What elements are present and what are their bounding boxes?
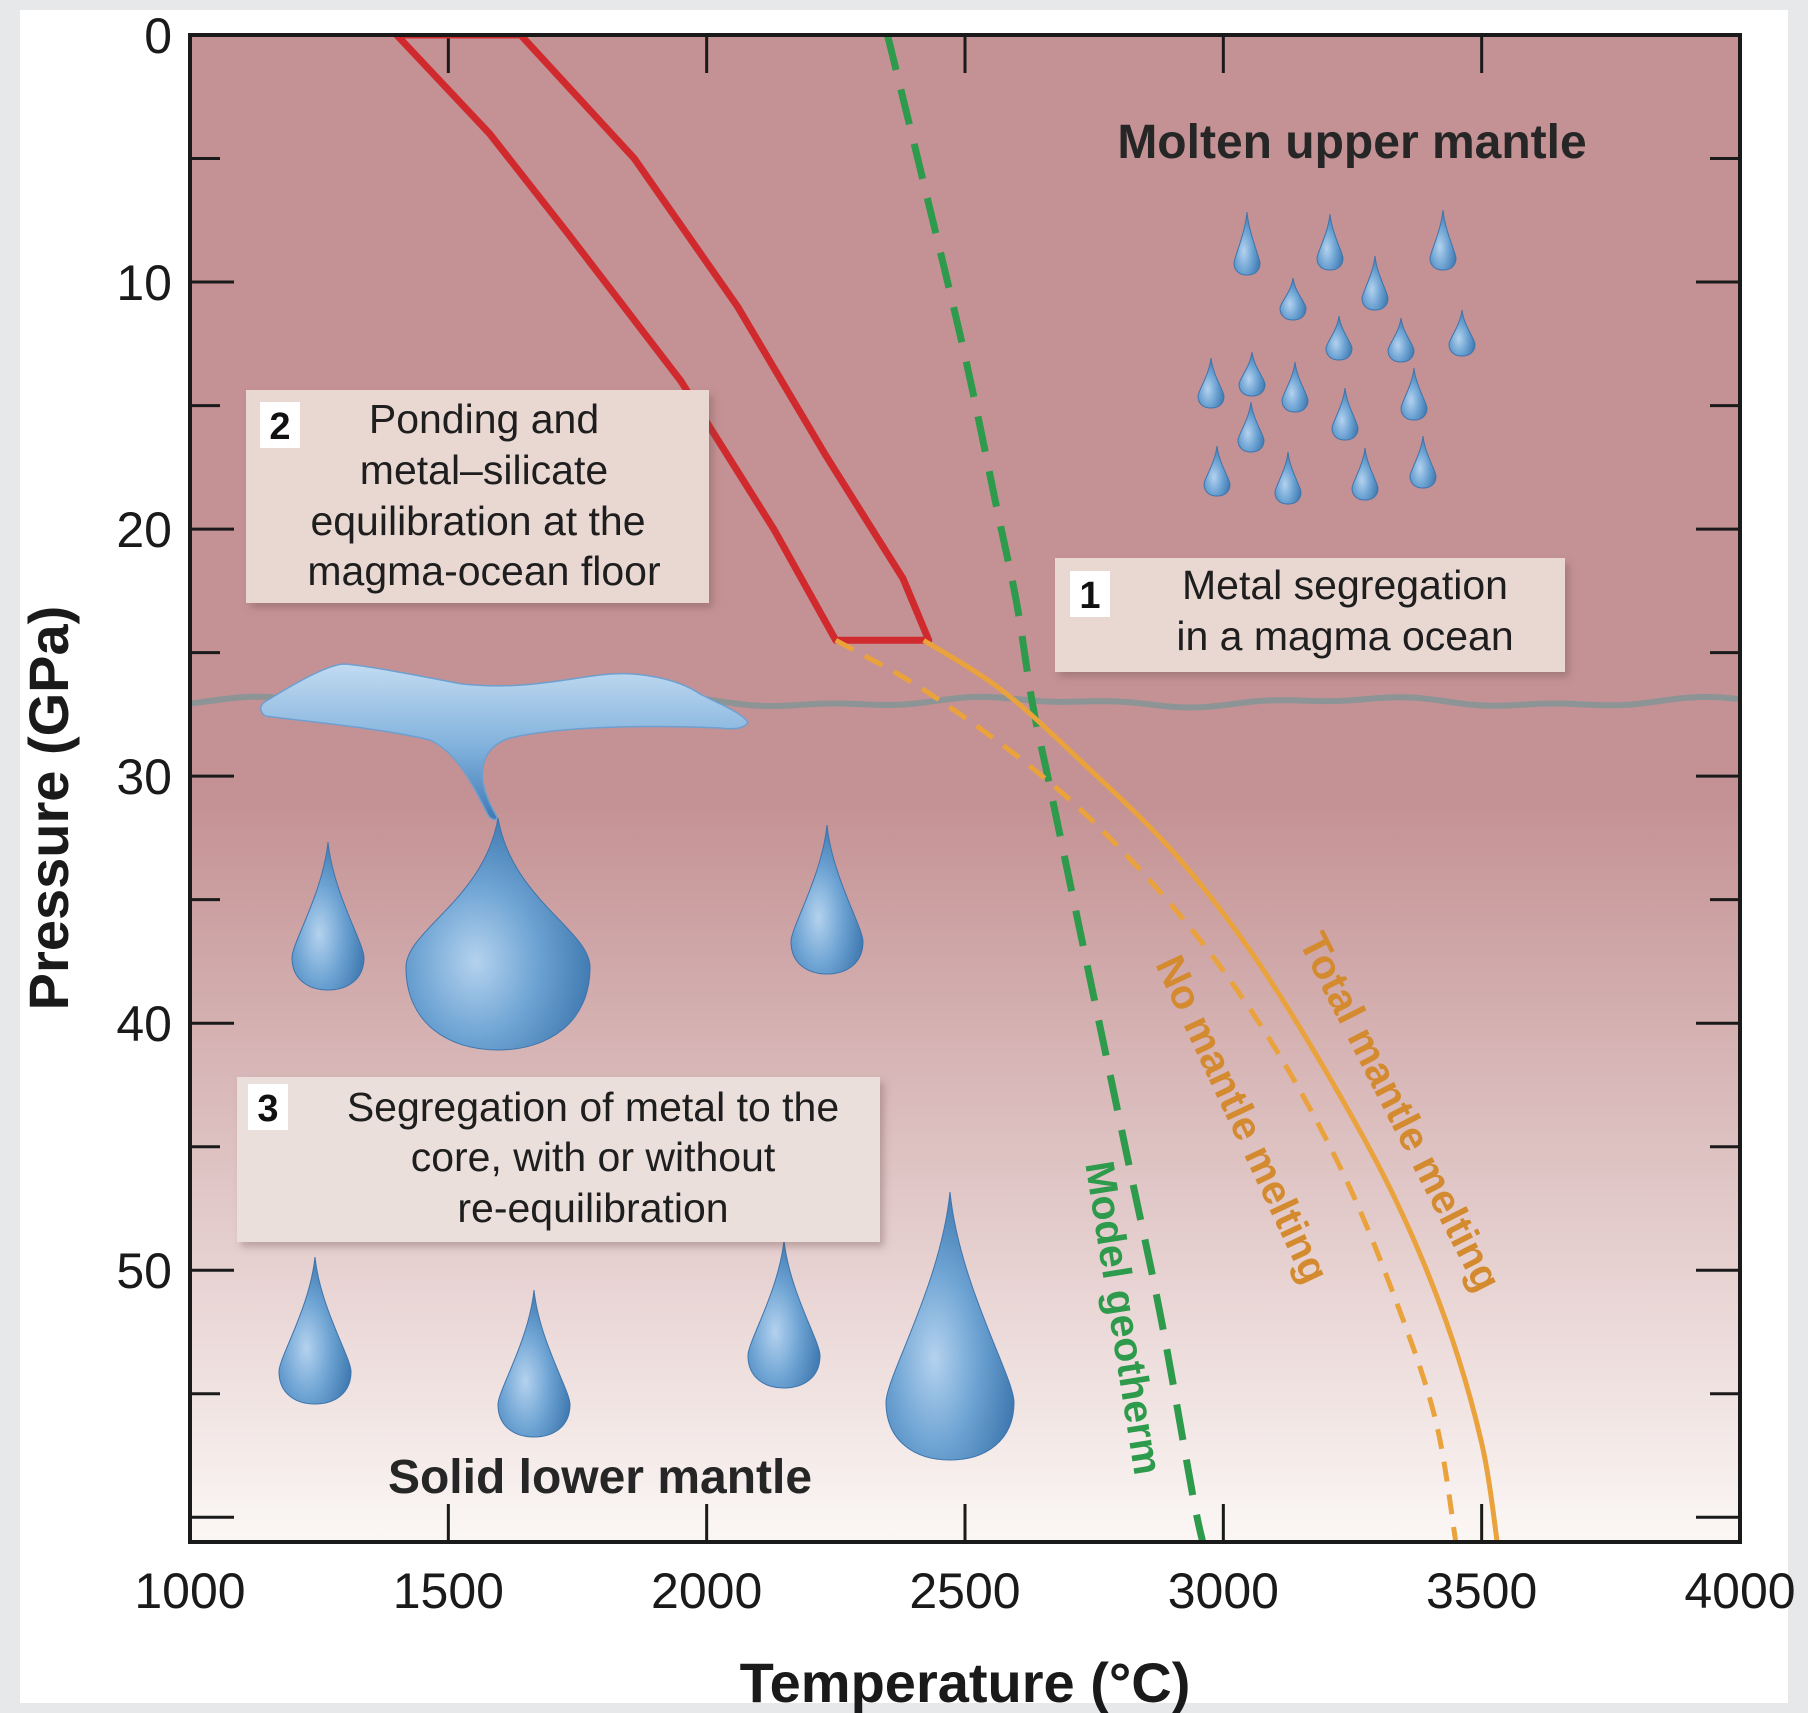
- box-1-line-1: Metal segregation: [1182, 562, 1508, 608]
- box-3-line-2: core, with or without: [411, 1134, 776, 1180]
- box-2-line-4: magma-ocean floor: [307, 548, 660, 594]
- x-tick-label-1500: 1500: [393, 1563, 504, 1619]
- droplet-upper-14: [1237, 401, 1265, 453]
- label-molten-upper-mantle: Molten upper mantle: [1117, 116, 1586, 169]
- droplet-upper-7: [1387, 317, 1415, 363]
- droplet-upper-9: [1238, 351, 1266, 397]
- band-outline: [393, 35, 933, 644]
- tick-labels: 1000 1500 2000 2500 3000 3500 4000 0 10 20 30 40 50: [116, 8, 1795, 1619]
- droplet-lower-2: [405, 817, 591, 1051]
- box-3-line-3: re-equilibration: [457, 1185, 728, 1231]
- y-axis-title: Pressure (GPa): [17, 606, 80, 1011]
- box-2-number-badge: [260, 402, 300, 448]
- y-tick-label-0: 0: [144, 8, 172, 64]
- droplet-lower-4: [278, 1256, 352, 1405]
- metal-pool: [260, 663, 749, 821]
- box-2-number: 2: [269, 406, 290, 448]
- curves: [834, 35, 1500, 1542]
- droplet-upper-16: [1274, 451, 1302, 505]
- x-tick-label-2500: 2500: [909, 1563, 1020, 1619]
- droplet-upper-8: [1448, 309, 1476, 357]
- droplet-upper-17: [1351, 447, 1379, 501]
- droplet-upper-3: [1429, 209, 1457, 271]
- series-model-geotherm: [884, 35, 1207, 1542]
- droplet-upper-2: [1316, 213, 1344, 271]
- box-1-number-badge: [1070, 571, 1110, 617]
- droplet-upper-10: [1197, 357, 1225, 409]
- axis-ticks: [188, 33, 1742, 1542]
- droplet-upper-13: [1400, 367, 1428, 421]
- y-tick-label-40: 40: [116, 996, 172, 1052]
- x-axis-title: Temperature (°C): [740, 1651, 1191, 1713]
- series-no-mantle-melting: [834, 638, 1459, 1542]
- annotation-box-3: 3 Segregation of metal to the core, with…: [237, 1077, 880, 1242]
- label-solid-lower-mantle: Solid lower mantle: [388, 1451, 812, 1504]
- y-tick-label-10: 10: [116, 255, 172, 311]
- x-tick-label-1000: 1000: [134, 1563, 245, 1619]
- droplet-lower-5: [497, 1289, 571, 1438]
- annotation-box-2: 2 Ponding and metal–silicate equilibrati…: [246, 390, 709, 603]
- box-2-line-2: metal–silicate: [360, 447, 608, 493]
- box-3-line-1: Segregation of metal to the: [347, 1084, 839, 1130]
- droplet-lower-1: [291, 841, 365, 991]
- droplet-upper-6: [1325, 315, 1353, 361]
- y-tick-label-50: 50: [116, 1243, 172, 1299]
- x-tick-label-3500: 3500: [1426, 1563, 1537, 1619]
- droplet-lower-3: [790, 824, 864, 975]
- annotation-box-1: 1 Metal segregation in a magma ocean: [1055, 558, 1565, 672]
- y-tick-label-30: 30: [116, 749, 172, 805]
- droplet-upper-12: [1331, 387, 1359, 441]
- series-total-mantle-melting: [922, 638, 1500, 1542]
- droplet-upper-11: [1281, 361, 1309, 413]
- box-3-number-badge: [248, 1084, 288, 1130]
- droplet-upper-18: [1409, 435, 1437, 489]
- x-tick-label-2000: 2000: [651, 1563, 762, 1619]
- box-2-line-3: equilibration at the: [310, 498, 645, 544]
- x-tick-label-4000: 4000: [1684, 1563, 1795, 1619]
- box-1-number: 1: [1079, 575, 1100, 617]
- droplet-upper-5: [1279, 277, 1307, 321]
- droplet-cluster-lower: [278, 817, 1015, 1461]
- box-3-number: 3: [257, 1088, 278, 1130]
- droplet-lower-7: [885, 1191, 1015, 1461]
- box-2-line-1: Ponding and: [369, 396, 599, 442]
- droplet-upper-4: [1361, 255, 1389, 311]
- plot-frame: [188, 33, 1742, 1544]
- magma-ocean-floor-band: [393, 35, 933, 644]
- droplet-upper-15: [1203, 445, 1231, 497]
- box-1-line-2: in a magma ocean: [1176, 613, 1513, 659]
- droplet-upper-1: [1233, 211, 1261, 276]
- droplet-cluster-upper: [1197, 209, 1476, 505]
- y-tick-label-20: 20: [116, 502, 172, 558]
- x-tick-label-3000: 3000: [1168, 1563, 1279, 1619]
- droplet-lower-6: [747, 1239, 821, 1389]
